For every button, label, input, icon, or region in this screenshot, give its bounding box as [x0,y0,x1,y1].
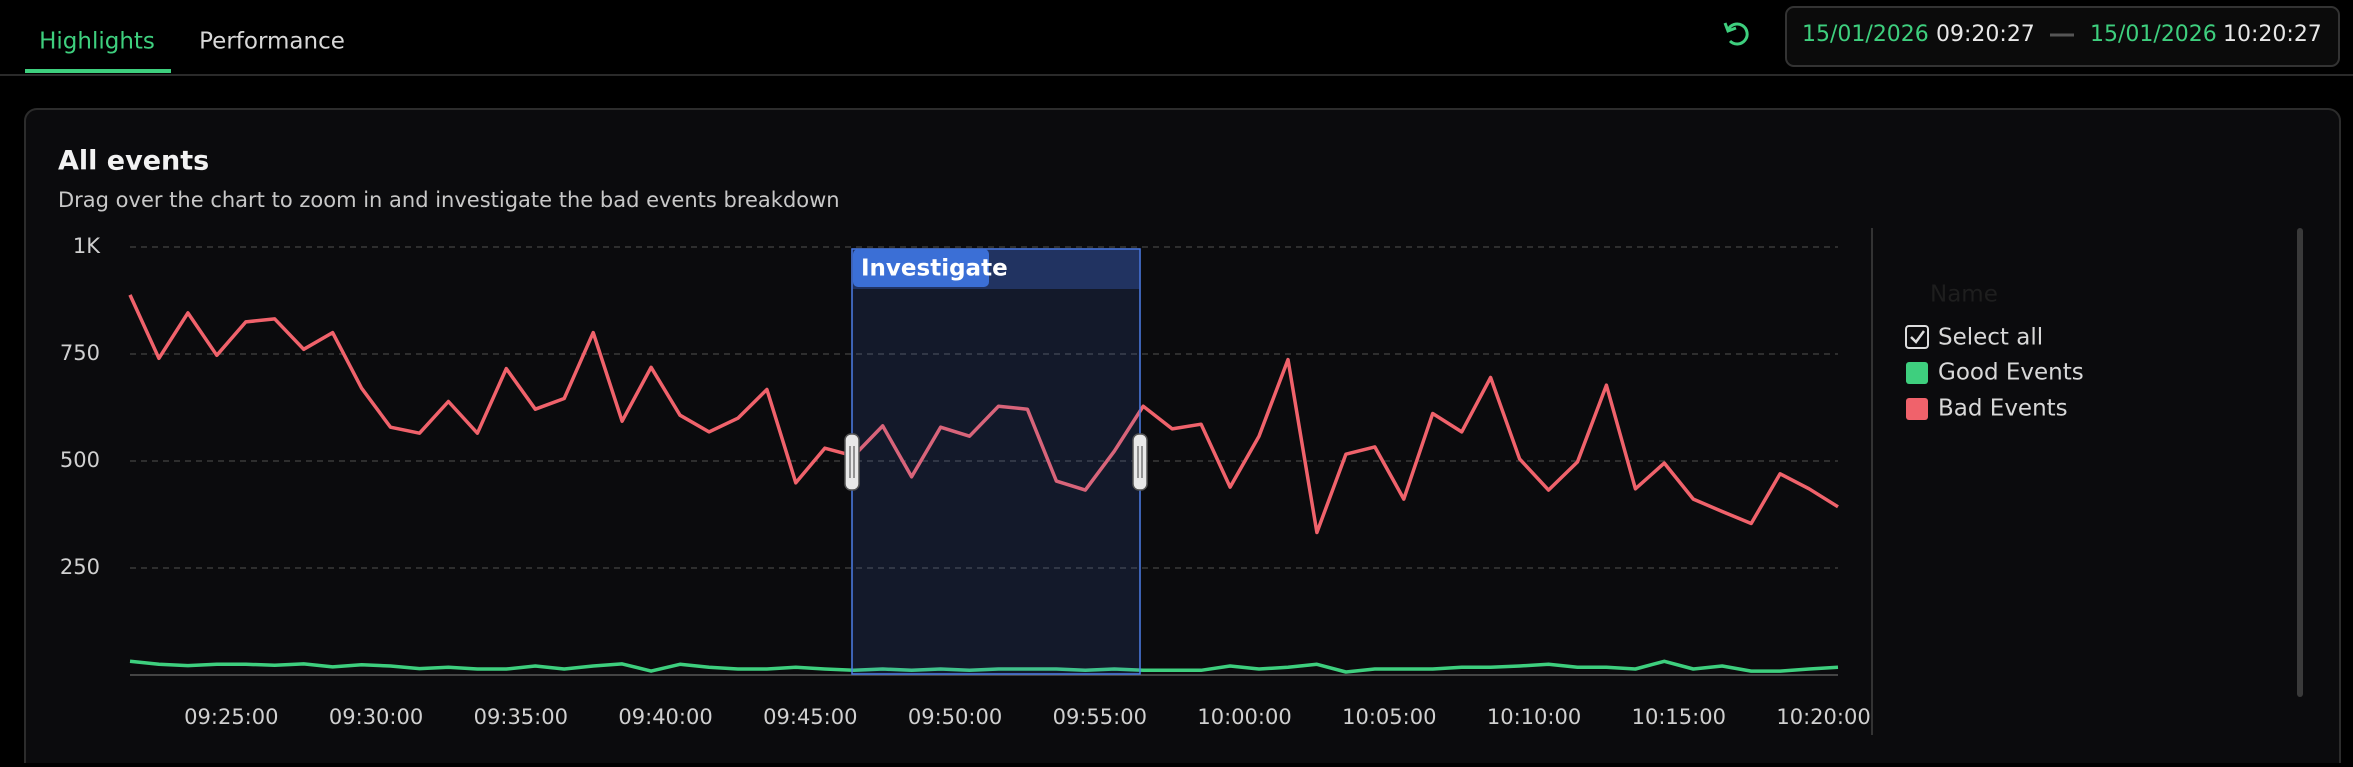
select-all[interactable]: Select all [1938,325,2043,351]
y-tick-label: 500 [60,448,100,472]
selection-area [851,248,1141,675]
selection-handle[interactable] [1132,433,1148,491]
checkmark [1910,330,1926,344]
end-time: 10:20:27 [2223,22,2322,47]
x-tick-label: 10:10:00 [1487,705,1581,729]
x-tick-label: 10:05:00 [1342,705,1436,729]
legend-label[interactable]: Bad Events [1938,396,2068,422]
legend-swatch[interactable] [1906,398,1928,420]
selection-handle[interactable] [844,433,860,491]
x-tick-label: 09:40:00 [618,705,712,729]
x-tick-label: 09:25:00 [184,705,278,729]
series-line [129,659,1839,674]
x-tick-label: 10:00:00 [1197,705,1291,729]
series-line [128,294,1839,535]
x-tick-label: 09:55:00 [1053,705,1147,729]
x-tick-label: 09:50:00 [908,705,1002,729]
scrollbar[interactable] [2297,228,2303,697]
x-tick-label: 10:15:00 [1632,705,1726,729]
x-tick-label: 09:35:00 [474,705,568,729]
legend-swatch[interactable] [1906,362,1928,384]
tab-underline [25,69,171,73]
tab[interactable]: Performance [199,29,345,55]
x-tick-label: 09:30:00 [329,705,423,729]
start-time: 09:20:27 [1936,22,2035,47]
card-subtitle: Drag over the chart to zoom in and inves… [58,188,840,212]
tab[interactable]: Highlights [39,29,155,55]
selection[interactable]: Investigate [844,248,1148,675]
card [24,108,2341,767]
refresh-button[interactable] [1723,22,1749,46]
start-date: 15/01/2026 [1802,22,1929,47]
selection-label: Investigate [861,256,1008,282]
checkbox[interactable] [1905,325,1929,349]
y-tick-label: 1K [73,234,101,258]
refresh-icon [1726,22,1749,46]
x-tick-label: 09:45:00 [763,705,857,729]
end-date: 15/01/2026 [2090,22,2217,47]
selection-badge [853,249,989,287]
legend-label[interactable]: Good Events [1938,360,2084,386]
legend-header: Name [1930,282,1998,308]
card-title: All events [58,146,209,177]
y-tick-label: 750 [60,341,100,365]
refresh-arrow [1723,22,1737,33]
x-tick-label: 10:20:00 [1776,705,1870,729]
y-tick-label: 250 [60,555,100,579]
